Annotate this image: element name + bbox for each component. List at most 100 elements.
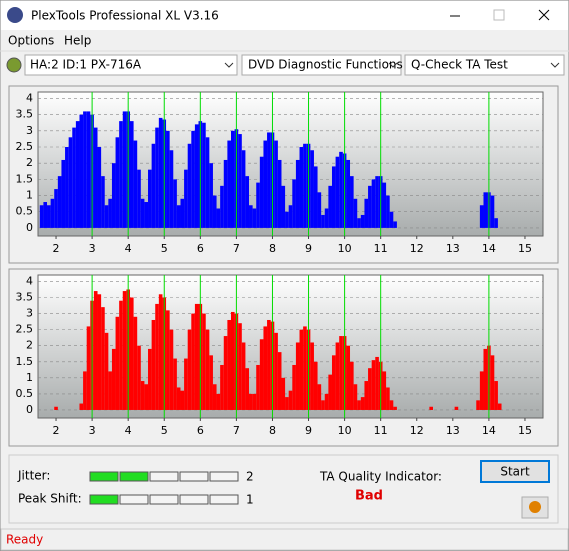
bar [241, 150, 246, 228]
bar [111, 348, 116, 410]
x-tick-label: 2 [53, 424, 60, 437]
bar [83, 371, 87, 410]
bar [230, 311, 235, 410]
level-box [119, 494, 149, 505]
bar [328, 185, 332, 228]
bar [133, 316, 138, 410]
close-button[interactable] [538, 9, 550, 21]
bar [97, 147, 102, 228]
bar [115, 137, 120, 228]
y-tick-label: 1.5 [16, 355, 34, 368]
bar [386, 387, 390, 410]
bar [324, 208, 329, 228]
bar [187, 329, 192, 410]
menu-help[interactable]: Help [64, 34, 91, 48]
bar [144, 384, 149, 410]
bar [184, 358, 188, 410]
test-select[interactable] [404, 54, 565, 76]
bar [173, 179, 177, 228]
bar [122, 111, 127, 228]
bar [494, 381, 498, 410]
bar [386, 195, 390, 228]
x-tick-label: 12 [410, 424, 424, 437]
start-button[interactable] [480, 460, 550, 483]
bar [194, 303, 199, 410]
bar [299, 147, 304, 228]
x-tick-label: 15 [518, 242, 532, 255]
bar [285, 397, 289, 410]
window-title: PlexTools Professional XL V3.16 [31, 9, 219, 23]
bar [209, 355, 213, 410]
bar [335, 156, 340, 228]
bar [295, 159, 300, 228]
bar [158, 117, 163, 228]
bar [288, 205, 293, 228]
maximize-button[interactable] [493, 9, 505, 21]
bar [303, 143, 307, 228]
x-tick-label: 3 [89, 242, 96, 255]
y-tick-label: 1 [26, 189, 33, 202]
bar [288, 390, 293, 410]
bar [173, 358, 177, 410]
bar [194, 124, 199, 228]
bar [101, 307, 105, 410]
bar [277, 352, 282, 410]
bar [108, 198, 112, 228]
bar [324, 393, 329, 410]
y-tick-label: 1 [26, 371, 33, 384]
bar [494, 218, 498, 228]
x-tick-label: 10 [338, 424, 352, 437]
bar [357, 218, 361, 228]
bar [57, 176, 62, 228]
bar [313, 361, 318, 410]
y-tick-label: 0.5 [16, 205, 34, 218]
bar [389, 211, 394, 228]
quality-panel [8, 454, 559, 524]
bar [212, 195, 217, 228]
bar [274, 140, 278, 228]
bar [230, 130, 235, 228]
bar [256, 182, 260, 228]
bar [111, 163, 116, 228]
level-box [119, 471, 149, 482]
bar [339, 336, 343, 410]
bar [169, 329, 174, 410]
bar [65, 147, 69, 228]
bar [86, 326, 91, 410]
menu-options[interactable]: Options [8, 34, 54, 48]
ta-quality-label: TA Quality Indicator: [319, 470, 442, 484]
bar [169, 150, 174, 228]
drive-icon [6, 57, 22, 73]
bar [252, 208, 257, 228]
bar [115, 316, 120, 410]
bar [375, 356, 379, 410]
function-select[interactable] [241, 54, 402, 76]
y-tick-label: 3 [26, 124, 33, 137]
bar [79, 114, 84, 228]
y-tick-label: 3.5 [16, 290, 34, 303]
bar [259, 156, 264, 228]
bar [252, 393, 257, 410]
y-tick-label: 0.5 [16, 387, 34, 400]
bar [368, 185, 372, 228]
bar [360, 214, 365, 228]
bar [335, 342, 340, 410]
bar [140, 198, 145, 228]
x-tick-label: 14 [482, 242, 496, 255]
level-box [179, 471, 209, 482]
x-tick-label: 3 [89, 424, 96, 437]
x-tick-label: 5 [161, 424, 168, 437]
level-box [149, 494, 179, 505]
bar [454, 406, 459, 410]
bar [256, 364, 260, 410]
bar [249, 393, 253, 410]
y-tick-label: 1.5 [16, 172, 34, 185]
level-box [209, 494, 239, 505]
bar [166, 130, 170, 228]
y-tick-label: 3 [26, 307, 33, 320]
bar [180, 390, 185, 410]
drive-select[interactable] [24, 54, 238, 76]
bar [263, 326, 268, 410]
y-tick-label: 2 [26, 339, 33, 352]
bar [303, 326, 307, 410]
